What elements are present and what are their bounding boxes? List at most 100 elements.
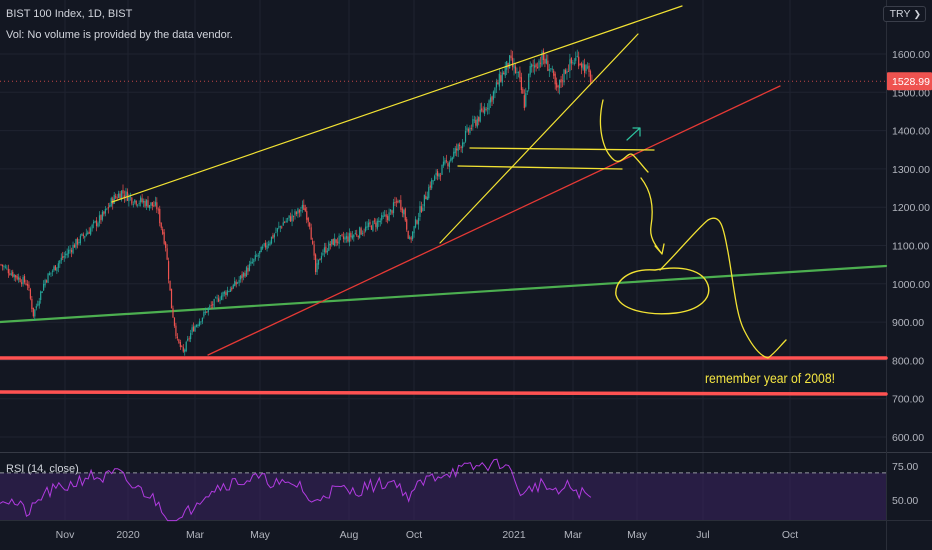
candle-body [238, 279, 240, 283]
candle-body [197, 324, 199, 326]
candle-body [119, 193, 121, 199]
candle-body [529, 65, 531, 75]
candles [0, 48, 593, 356]
candle-body [384, 214, 386, 216]
candle-body [187, 338, 189, 341]
candle-body [494, 87, 496, 94]
rsi-tick-label: 50.00 [892, 495, 918, 507]
candle-body [454, 148, 456, 154]
candle-body [60, 257, 62, 261]
candle-body [559, 80, 561, 89]
candle-body [583, 64, 586, 73]
candle-body [179, 342, 181, 347]
candle-body [495, 82, 497, 88]
candle-body [401, 208, 403, 213]
candle-body [289, 216, 292, 222]
candle-body [207, 308, 209, 313]
candle-body [166, 248, 168, 260]
candle-body [379, 220, 381, 223]
candle-body [94, 221, 96, 223]
red-support-700 [0, 390, 888, 396]
candle-body [422, 207, 424, 211]
candle-body [25, 283, 27, 285]
candle-body [581, 63, 583, 68]
candle-body [304, 208, 306, 212]
candle-body [323, 247, 325, 253]
candle-body [432, 180, 434, 182]
axes: 600.00 700.00 800.00 900.00 1000.00 1100.00 12… [56, 49, 932, 541]
y-tick-label: 1200.00 [892, 202, 930, 214]
candle-body [553, 70, 555, 76]
candle-body [370, 225, 373, 230]
candle-body [75, 238, 77, 248]
candle-body [1, 264, 4, 267]
candle-body [134, 199, 136, 203]
candle-body [176, 336, 178, 339]
candle-body [404, 208, 406, 221]
candle-body [297, 208, 299, 214]
candle-body [178, 339, 180, 343]
candle-body [416, 220, 418, 224]
candle-body [541, 52, 543, 66]
candle-body [23, 276, 26, 283]
candle-body [110, 198, 112, 206]
candle-body [413, 226, 415, 234]
candle-body [113, 195, 115, 204]
candle-body [367, 222, 370, 228]
candle-body [310, 227, 312, 240]
red-rising-trendline [207, 85, 781, 356]
candle-body [419, 206, 421, 218]
candle-body [525, 93, 527, 107]
candle-body [31, 298, 33, 310]
currency-selector[interactable]: TRY ❯ [882, 6, 926, 22]
candle-body [248, 264, 251, 271]
candle-body [12, 271, 14, 277]
candle-body [481, 108, 483, 111]
candle-body [434, 176, 436, 181]
candle-body [288, 215, 290, 218]
candle-body [73, 244, 76, 248]
candle-body [159, 208, 161, 224]
candle-body [375, 222, 377, 227]
candle-body [514, 66, 517, 74]
candle-body [169, 280, 171, 291]
candle-body [554, 73, 556, 85]
candle-body [357, 235, 359, 238]
candle-body [32, 307, 34, 317]
candle-body [506, 61, 508, 70]
candle-body [353, 234, 355, 238]
candle-body [350, 233, 352, 238]
candle-body [334, 238, 336, 246]
candle-body [298, 210, 301, 213]
candle-body [385, 214, 387, 218]
candle-body [467, 129, 470, 132]
y-tick-label: 1400.00 [892, 126, 930, 138]
candle-body [223, 291, 226, 294]
candle-body [426, 196, 428, 201]
candle-body [445, 160, 448, 162]
candle-body [66, 253, 68, 256]
candle-body [165, 242, 167, 248]
candle-body [591, 80, 593, 82]
candle-body [436, 171, 439, 177]
candle-body [394, 202, 396, 204]
candle-body [123, 195, 126, 198]
candle-body [173, 317, 176, 326]
candle-body [156, 202, 158, 210]
candle-body [273, 234, 276, 238]
candle-body [181, 345, 183, 347]
candle-body [163, 232, 165, 244]
candle-body [342, 236, 345, 239]
candle-body [225, 292, 227, 295]
candle-body [372, 221, 374, 232]
candle-body [129, 196, 131, 198]
candle-body [200, 321, 202, 323]
candle-body [115, 196, 117, 198]
candle-body [545, 58, 547, 64]
candle-body [88, 231, 90, 234]
candle-body [412, 231, 414, 240]
candle-body [420, 206, 423, 212]
candle-body [57, 263, 59, 268]
